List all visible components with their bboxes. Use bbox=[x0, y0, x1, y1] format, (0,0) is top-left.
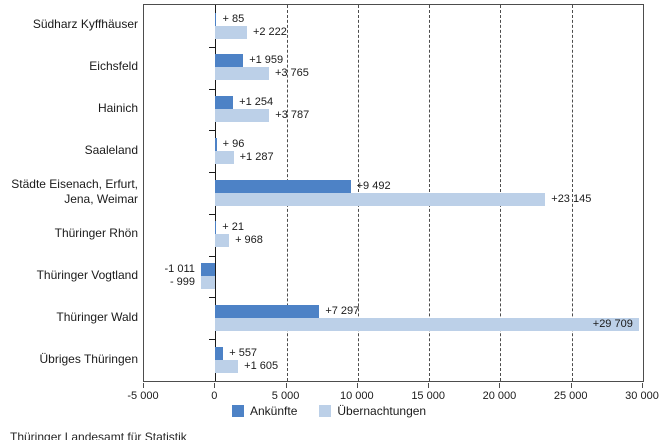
category-label: Städte Eisenach, Erfurt, Jena, Weimar bbox=[11, 176, 138, 206]
category-tick bbox=[209, 130, 216, 132]
category-tick bbox=[209, 255, 216, 257]
x-axis-label: 5 000 bbox=[271, 390, 300, 402]
x-axis-label: -5 000 bbox=[127, 390, 159, 402]
bar-value-label: - 999 bbox=[169, 276, 196, 289]
bar-value-label: +1 287 bbox=[239, 150, 274, 163]
x-axis-label: 30 000 bbox=[625, 390, 659, 402]
x-axis-tick bbox=[143, 383, 144, 388]
category-label: Thüringer Wald bbox=[56, 309, 138, 324]
bar-uebernachtungen bbox=[215, 25, 247, 39]
category-tick bbox=[209, 339, 216, 341]
x-axis-label: 25 000 bbox=[553, 390, 588, 402]
bar-ankuenfte bbox=[215, 221, 217, 235]
bar-value-label: +3 765 bbox=[274, 67, 309, 80]
bar-value-label: +7 297 bbox=[325, 304, 360, 317]
category-tick bbox=[209, 213, 216, 215]
bar-ankuenfte bbox=[200, 263, 216, 277]
source-note: Thüringer Landesamt für Statistik bbox=[10, 430, 187, 440]
bar-value-label: +1 605 bbox=[244, 359, 279, 372]
legend-label-uebernachtungen: Übernachtungen bbox=[337, 404, 427, 418]
bar-value-label: + 21 bbox=[222, 221, 244, 234]
category-tick bbox=[209, 172, 216, 174]
category-label: Südharz Kyffhäuser bbox=[32, 17, 138, 32]
x-axis-tick bbox=[356, 383, 358, 388]
legend-item-uebernachtungen: Übernachtungen bbox=[319, 404, 426, 418]
bar-uebernachtungen bbox=[215, 317, 639, 331]
category-tick bbox=[209, 88, 216, 90]
bar-uebernachtungen bbox=[215, 234, 230, 248]
category-axis: Südharz Kyffhäuser Eichsfeld Hainich Saalel… bbox=[0, 4, 138, 382]
x-axis-label: 10 000 bbox=[340, 390, 374, 402]
category-tick bbox=[209, 46, 216, 48]
bar-value-label: -1 011 bbox=[164, 263, 195, 276]
bar-value-label: +9 492 bbox=[356, 179, 391, 192]
bar-ankuenfte bbox=[215, 179, 351, 193]
bar-uebernachtungen bbox=[215, 67, 269, 81]
bar-ankuenfte bbox=[215, 304, 320, 318]
bar-value-label: +1 959 bbox=[249, 54, 284, 67]
gridline bbox=[571, 5, 573, 381]
x-axis-label: 20 000 bbox=[482, 390, 517, 402]
category-label: Thüringer Rhön bbox=[54, 226, 138, 241]
bar-uebernachtungen bbox=[201, 276, 216, 290]
x-axis-tick bbox=[499, 383, 501, 388]
x-axis-tick bbox=[428, 383, 430, 388]
category-tick bbox=[209, 297, 216, 299]
x-axis-tick bbox=[285, 383, 287, 388]
bar-ankuenfte bbox=[215, 54, 244, 68]
bar-value-label: + 557 bbox=[229, 346, 258, 359]
bar-uebernachtungen bbox=[215, 109, 270, 123]
value-axis: -5 000 0 5 000 10 000 15 000 20 000 25 000 30 0… bbox=[127, 382, 659, 412]
ankuenfte-swatch-icon bbox=[232, 405, 244, 417]
bar-value-label: + 968 bbox=[235, 234, 263, 247]
bar-value-label: +29 709 bbox=[592, 317, 633, 330]
category-label: Eichsfeld bbox=[89, 59, 138, 74]
category-label: Saaleland bbox=[84, 142, 138, 157]
bar-ankuenfte bbox=[215, 12, 217, 26]
bar-uebernachtungen bbox=[215, 359, 239, 373]
bar-value-label: + 85 bbox=[222, 12, 245, 25]
x-axis-tick bbox=[214, 383, 216, 388]
bar-uebernachtungen bbox=[215, 192, 546, 206]
legend-label-ankuenfte: Ankünfte bbox=[250, 404, 298, 418]
bar-value-label: +2 222 bbox=[252, 25, 287, 38]
bar-value-label: +1 254 bbox=[239, 96, 274, 109]
legend: Ankünfte Übernachtungen bbox=[232, 404, 426, 418]
bar-ankuenfte bbox=[215, 137, 217, 151]
category-label: Übriges Thüringen bbox=[39, 351, 138, 366]
category-label: Hainich bbox=[97, 100, 138, 115]
bar-value-label: +23 145 bbox=[551, 192, 592, 205]
x-axis-label: 0 bbox=[211, 390, 218, 402]
x-axis-label: 15 000 bbox=[411, 390, 445, 402]
category-label: Thüringer Vogtland bbox=[36, 268, 138, 283]
bar-uebernachtungen bbox=[215, 150, 234, 164]
bar-ankuenfte bbox=[215, 346, 224, 360]
uebernachtungen-swatch-icon bbox=[319, 405, 332, 417]
bar-value-label: +3 787 bbox=[275, 109, 310, 122]
bar-value-label: + 96 bbox=[222, 137, 245, 150]
x-axis-tick bbox=[642, 383, 643, 388]
x-axis-tick bbox=[570, 383, 572, 388]
plot-area: + 85 +1 959 +1 254 + 96 +9 492 + 21 -1 011 +7 2… bbox=[143, 4, 644, 382]
legend-item-ankuenfte: Ankünfte bbox=[232, 404, 297, 418]
bar-ankuenfte bbox=[215, 96, 234, 110]
